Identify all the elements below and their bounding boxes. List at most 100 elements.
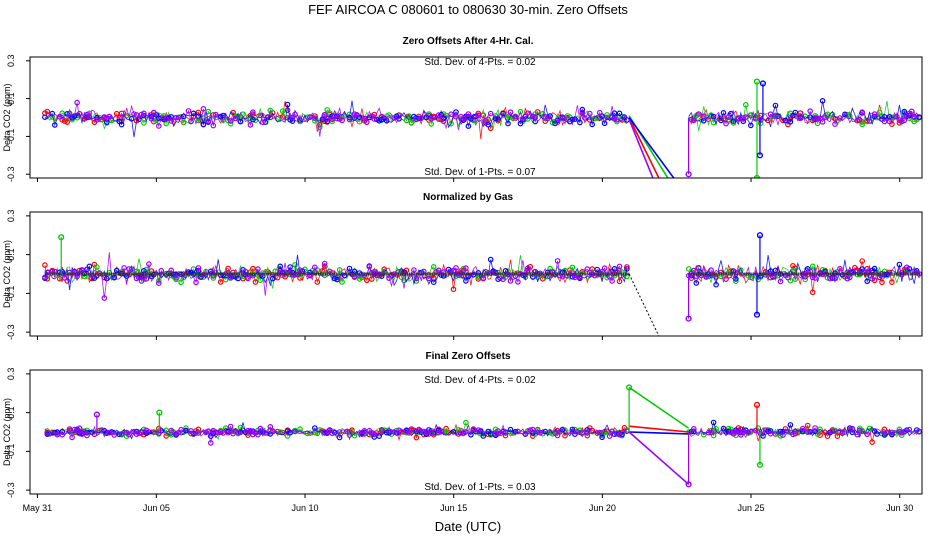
mean-point: [201, 272, 204, 276]
mean-point: [706, 272, 708, 276]
data-point-gas4: [411, 267, 417, 273]
mean-point: [897, 272, 899, 276]
mean-point: [856, 272, 858, 276]
data-point-gas3: [616, 110, 623, 117]
data-point-gas4: [522, 430, 529, 437]
mean-point: [157, 272, 159, 276]
data-point-gas4: [336, 429, 343, 435]
data-point-gas4: [901, 428, 908, 435]
data-point-gas4: [812, 275, 818, 281]
mean-point: [266, 272, 268, 276]
data-point-gas2: [297, 426, 303, 432]
mean-point: [697, 272, 699, 276]
mean-point: [244, 272, 246, 276]
data-point-gas4: [173, 114, 179, 121]
mean-point: [583, 272, 585, 276]
mean-point: [344, 272, 346, 276]
y-axis-label: Delta CO2 (ppm): [2, 240, 12, 308]
data-point-gas4: [690, 117, 697, 124]
mean-point: [430, 272, 432, 276]
mean-point: [278, 272, 280, 276]
data-point-gas4: [259, 119, 266, 126]
mean-point: [858, 272, 860, 276]
mean-point: [892, 272, 894, 276]
mean-point: [203, 272, 205, 276]
data-point-gas3: [180, 113, 187, 120]
mean-point: [876, 272, 878, 276]
mean-point: [555, 272, 557, 276]
mean-point: [68, 272, 70, 276]
mean-point: [85, 272, 88, 276]
mean-point: [467, 272, 469, 276]
mean-point: [432, 272, 434, 276]
data-point-gas4: [752, 427, 759, 434]
data-point-gas4: [210, 122, 217, 129]
data-point-gas3: [720, 110, 727, 116]
data-point-gas3: [871, 265, 878, 272]
mean-point: [510, 272, 512, 276]
data-point-gas4: [458, 430, 464, 436]
data-point-gas2: [279, 108, 286, 114]
data-point-gas2: [549, 430, 556, 437]
mean-point: [578, 272, 580, 276]
data-point-gas4: [524, 265, 531, 272]
data-point-gas4: [146, 261, 152, 267]
mean-point: [628, 272, 630, 276]
data-point-gas4: [856, 117, 863, 123]
mean-point: [478, 272, 480, 276]
data-point-gas4: [586, 110, 593, 117]
mean-point: [860, 272, 862, 276]
mean-point: [742, 272, 744, 276]
mean-point: [423, 272, 425, 276]
data-point-gas1: [804, 422, 811, 429]
mean-point: [339, 272, 341, 276]
data-point-gas4: [901, 117, 908, 124]
mean-point: [911, 272, 914, 276]
data-point-gas4: [762, 427, 769, 433]
mean-point: [123, 272, 125, 276]
mean-point: [765, 272, 767, 276]
mean-point: [763, 272, 765, 276]
data-point-gas3: [710, 113, 717, 120]
mean-point: [212, 272, 214, 276]
mean-point: [417, 272, 419, 276]
mean-point: [357, 272, 359, 276]
gap-line-gas2: [628, 386, 690, 429]
data-point-gas3: [842, 111, 848, 118]
data-point-gas1: [723, 276, 729, 282]
data-point-gas4: [66, 426, 73, 432]
mean-point: [234, 272, 236, 276]
mean-point: [751, 272, 753, 276]
mean-point: [308, 272, 311, 276]
y-tick-label: -0.3: [6, 482, 16, 498]
mean-point: [337, 272, 339, 276]
data-point-gas4: [225, 429, 231, 436]
mean-point: [116, 272, 118, 276]
mean-point: [346, 272, 348, 276]
data-point-gas4: [864, 431, 871, 438]
mean-point: [303, 272, 305, 276]
data-point-gas3: [819, 98, 826, 104]
mean-point: [221, 272, 223, 276]
mean-point: [414, 272, 416, 276]
mean-point: [804, 272, 807, 276]
mean-point: [401, 272, 403, 276]
mean-point: [143, 272, 145, 276]
mean-point: [521, 272, 523, 276]
mean-point: [548, 272, 550, 276]
data-point-gas2: [549, 119, 556, 126]
mean-point: [712, 272, 714, 276]
mean-point: [867, 272, 869, 276]
data-point-gas4: [817, 115, 823, 122]
data-point-gas3: [42, 114, 48, 121]
data-point-gas4: [232, 115, 239, 122]
mean-point: [767, 272, 769, 276]
data-point-gas2: [336, 266, 343, 273]
mean-point: [558, 272, 560, 276]
data-point-gas4: [269, 428, 276, 435]
mean-point: [348, 272, 350, 276]
mean-point: [721, 272, 723, 276]
mean-point: [574, 272, 576, 276]
mean-point: [419, 272, 421, 276]
mean-point: [435, 272, 437, 276]
